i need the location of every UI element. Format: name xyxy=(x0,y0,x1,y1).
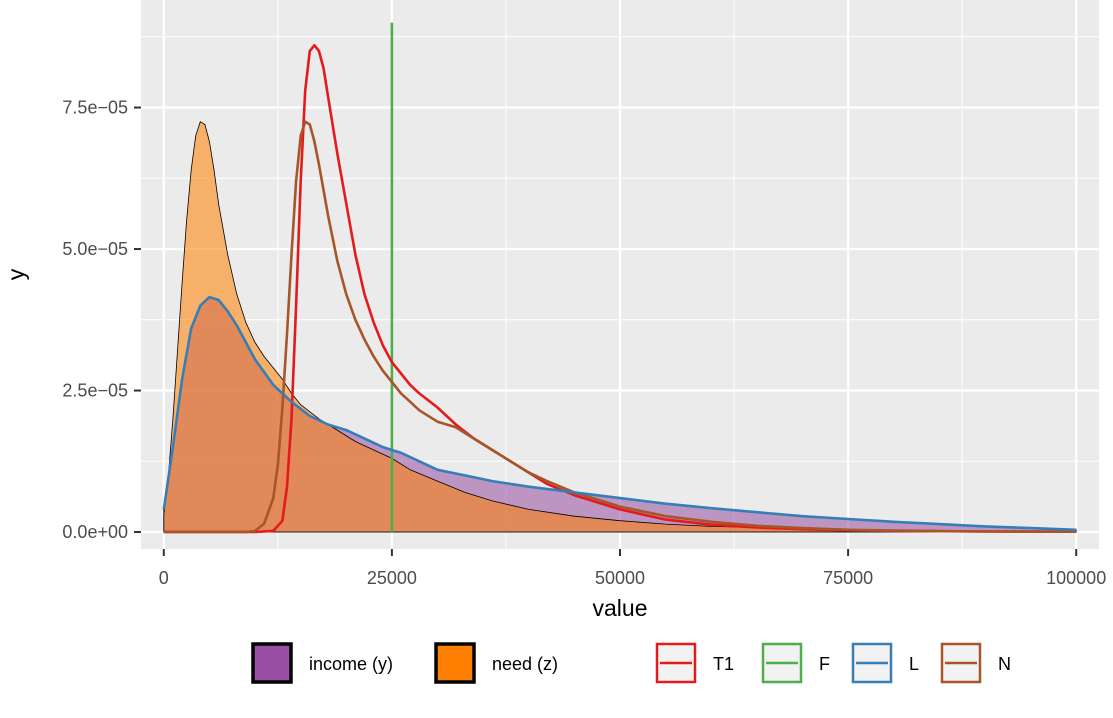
y-tick-label: 7.5e−05 xyxy=(62,98,128,118)
y-axis: 0.0e+00 2.5e−05 5.0e−05 7.5e−05 xyxy=(62,98,141,542)
legend-label: L xyxy=(909,654,919,674)
x-axis-title: value xyxy=(593,595,648,621)
y-tick-label: 0.0e+00 xyxy=(62,522,128,542)
x-tick-label: 50000 xyxy=(595,568,645,588)
legend-label: N xyxy=(998,654,1011,674)
y-axis-title: y xyxy=(3,268,29,280)
x-tick-label: 75000 xyxy=(823,568,873,588)
density-lines xyxy=(162,22,1077,534)
x-tick-label: 0 xyxy=(159,568,169,588)
x-axis: 0 25000 50000 75000 100000 xyxy=(159,549,1106,588)
legend-label: need (z) xyxy=(492,654,558,674)
legend: income (y) need (z) T1 F L N xyxy=(251,642,1011,684)
x-tick-label: 100000 xyxy=(1046,568,1106,588)
legend-key-fill xyxy=(251,642,293,684)
legend-label: F xyxy=(819,654,830,674)
y-tick-label: 5.0e−05 xyxy=(62,239,128,259)
legend-label: T1 xyxy=(713,654,734,674)
line-L xyxy=(162,295,1077,532)
x-tick-label: 25000 xyxy=(367,568,417,588)
legend-label: income (y) xyxy=(309,654,393,674)
line-T1 xyxy=(163,43,1077,534)
y-tick-label: 2.5e−05 xyxy=(62,381,128,401)
legend-key-fill xyxy=(434,642,476,684)
